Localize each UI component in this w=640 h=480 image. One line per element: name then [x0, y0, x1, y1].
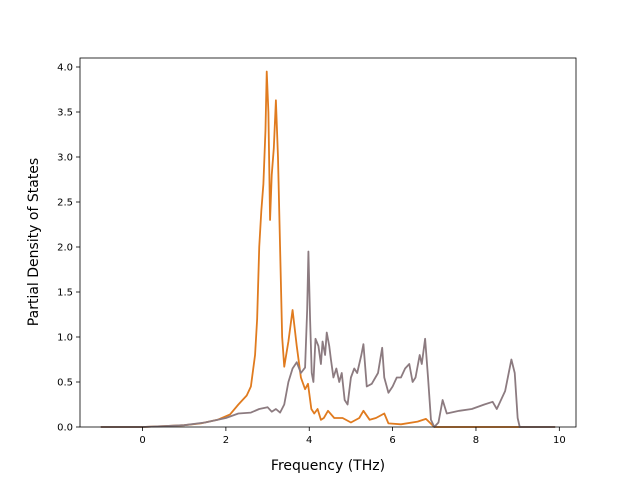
x-tick-label: 4: [306, 435, 312, 446]
y-tick-label: 0.5: [57, 378, 73, 389]
y-tick-label: 1.0: [57, 333, 73, 344]
y-tick-label: 2.5: [57, 198, 73, 209]
y-tick-label: 4.0: [57, 63, 73, 74]
y-tick-label: 3.5: [57, 108, 73, 119]
y-tick-label: 2.0: [57, 243, 73, 254]
y-tick-label: 1.5: [57, 288, 73, 299]
x-tick-label: 8: [473, 435, 479, 446]
plot-frame: [79, 57, 577, 428]
series-1-line: [100, 70, 556, 428]
series-2-line: [100, 250, 556, 428]
x-tick-label: 10: [553, 435, 566, 446]
y-axis: 0.0 0.5 1.0 1.5 2.0 2.5 3.0 3.5 4.0: [57, 63, 80, 434]
x-axis: 0 2 4 6 8 10: [139, 427, 566, 446]
x-axis-label: Frequency (THz): [271, 458, 385, 474]
y-tick-label: 0.0: [57, 423, 73, 434]
x-tick-label: 2: [223, 435, 229, 446]
y-tick-label: 3.0: [57, 153, 73, 164]
x-tick-label: 0: [139, 435, 145, 446]
series-layer: [100, 70, 556, 428]
y-axis-label: Partial Density of States: [26, 158, 42, 326]
x-tick-label: 6: [389, 435, 395, 446]
